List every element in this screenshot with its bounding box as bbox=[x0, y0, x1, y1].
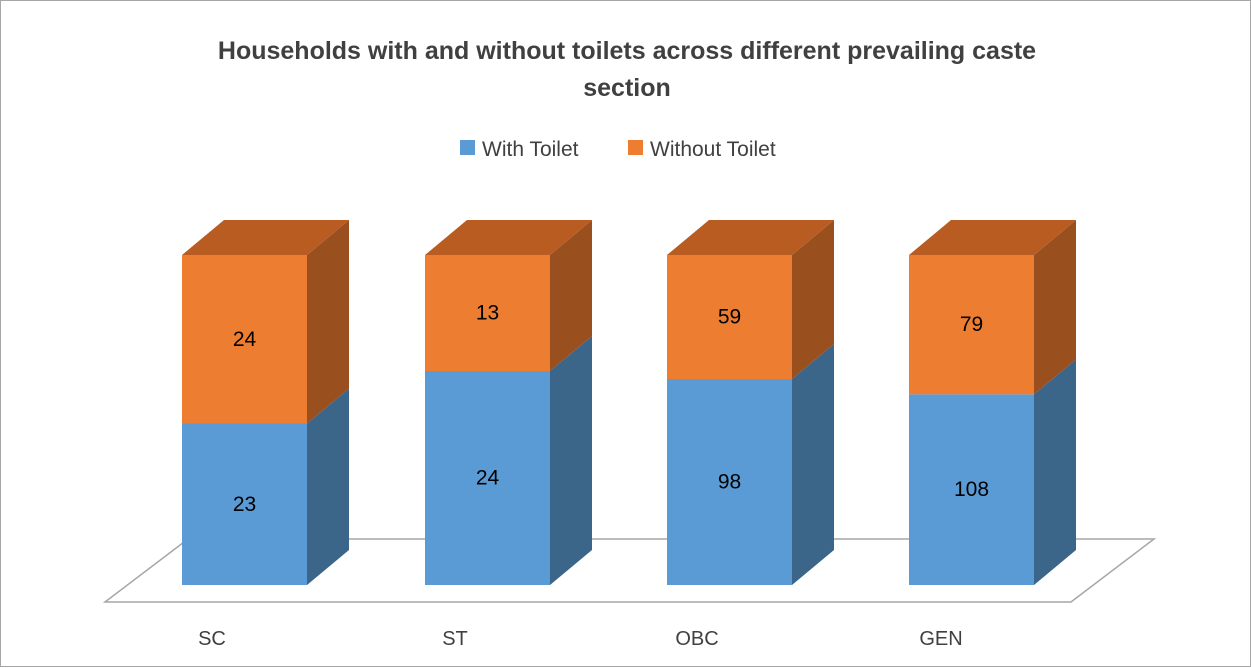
data-label-with-toilet-sc: 23 bbox=[233, 493, 256, 516]
category-label-sc: SC bbox=[198, 628, 226, 650]
data-label-without-toilet-st: 13 bbox=[476, 301, 499, 324]
bar-side-with-toilet-st bbox=[550, 336, 592, 585]
data-label-with-toilet-gen: 108 bbox=[954, 478, 989, 501]
category-axis: SC ST OBC GEN bbox=[198, 628, 963, 650]
chart-title-line-1: Households with and without toilets acro… bbox=[218, 37, 1036, 65]
category-label-obc: OBC bbox=[675, 628, 718, 650]
data-label-without-toilet-gen: 79 bbox=[960, 313, 983, 336]
data-label-without-toilet-sc: 24 bbox=[233, 328, 257, 351]
bars-layer bbox=[182, 220, 1076, 585]
bar-side-with-toilet-gen bbox=[1034, 359, 1076, 585]
data-label-without-toilet-obc: 59 bbox=[718, 306, 741, 329]
category-label-gen: GEN bbox=[919, 628, 962, 650]
legend: With Toilet Without Toilet bbox=[460, 138, 776, 161]
legend-swatch-with-toilet bbox=[460, 140, 475, 155]
bar-side-with-toilet-obc bbox=[792, 344, 834, 585]
bar-side-without-toilet-sc bbox=[307, 220, 349, 424]
category-label-st: ST bbox=[442, 628, 468, 650]
chart-title-line-2: section bbox=[583, 74, 671, 102]
data-label-with-toilet-st: 24 bbox=[476, 466, 500, 489]
legend-swatch-without-toilet bbox=[628, 140, 643, 155]
data-label-with-toilet-obc: 98 bbox=[718, 471, 741, 494]
legend-label-without-toilet: Without Toilet bbox=[650, 138, 776, 161]
legend-label-with-toilet: With Toilet bbox=[482, 138, 579, 161]
